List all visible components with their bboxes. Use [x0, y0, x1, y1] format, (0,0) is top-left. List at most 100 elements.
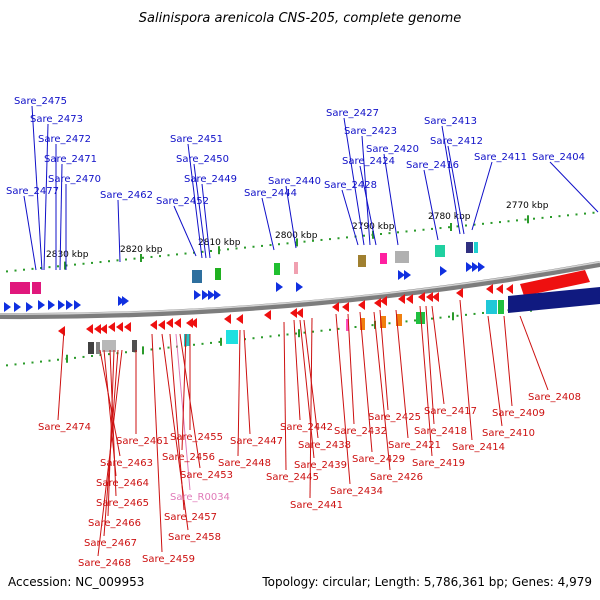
minor-tick: [23, 362, 25, 365]
gene-arrow: [58, 300, 65, 310]
minor-tick: [388, 322, 391, 325]
gene-arrow: [332, 302, 339, 312]
minor-tick: [82, 355, 85, 358]
gene-box: [396, 314, 402, 326]
minor-tick: [473, 312, 476, 315]
gene-arrow: [472, 262, 479, 272]
minor-tick: [397, 231, 399, 234]
label-leader-line: [343, 117, 365, 246]
gene-box: [32, 282, 41, 294]
minor-tick: [507, 220, 510, 223]
gene-arrow: [66, 300, 73, 310]
gene-arrow: [380, 296, 387, 306]
gene-arrow: [122, 296, 129, 306]
minor-tick: [490, 221, 493, 224]
minor-tick: [388, 232, 391, 235]
gene-label: Sare_2463: [100, 458, 153, 469]
gene-label: Sare_2439: [294, 460, 347, 471]
genome-summary-text: Topology: circular; Length: 5,786,361 bp…: [261, 575, 592, 589]
minor-tick: [448, 226, 450, 229]
minor-tick: [125, 351, 127, 354]
gene-arrow: [296, 308, 303, 318]
label-leader-line: [237, 329, 241, 457]
gene-arrow: [342, 302, 349, 312]
minor-tick: [91, 354, 93, 357]
gene-box: [380, 316, 386, 328]
minor-tick: [210, 250, 212, 252]
gene-label: Sare_2412: [430, 136, 483, 147]
minor-tick: [40, 360, 42, 363]
minor-tick: [456, 314, 459, 317]
gene-box: [360, 318, 365, 330]
minor-tick: [210, 341, 212, 344]
gene-label: Sare_2404: [532, 152, 585, 163]
label-leader-line: [151, 333, 163, 553]
minor-tick: [23, 268, 25, 271]
genome-backbone-highlight: [0, 261, 600, 315]
gene-arrow: [440, 266, 447, 276]
label-leader-line: [379, 309, 389, 411]
minor-tick: [329, 238, 331, 241]
minor-tick: [550, 216, 552, 218]
minor-tick: [125, 258, 127, 261]
label-leader-line: [425, 305, 435, 425]
minor-tick: [303, 331, 306, 334]
major-tick: [527, 215, 529, 224]
minor-tick: [184, 252, 187, 255]
minor-tick: [456, 225, 459, 228]
label-leader-line: [57, 329, 65, 421]
gene-label: Sare_2447: [230, 436, 283, 447]
minor-tick: [31, 361, 34, 364]
reverse-gene-labels: Sare_2474 Sare_2461 Sare_2463 Sare_2464 Sare…: [38, 299, 581, 569]
gene-arrow: [48, 300, 55, 310]
gene-arrow: [236, 314, 243, 324]
gene-box: [226, 330, 238, 344]
gene-box: [102, 340, 116, 352]
label-leader-line: [201, 183, 211, 259]
minor-tick: [116, 259, 119, 262]
minor-tick: [533, 217, 535, 220]
gene-arrow: [432, 292, 439, 302]
gene-arrow: [14, 302, 21, 312]
minor-tick: [278, 243, 280, 246]
minor-tick: [499, 221, 501, 224]
gene-label: Sare_2445: [266, 472, 319, 483]
gene-label: Sare_2452: [156, 196, 209, 207]
minor-tick: [74, 263, 76, 266]
gene-label: Sare_2429: [352, 454, 405, 465]
gene-label: Sare_2419: [412, 458, 465, 469]
label-leader-line: [261, 197, 275, 251]
gene-label: Sare_2414: [452, 442, 505, 453]
minor-tick: [558, 215, 561, 218]
gene-arrow: [100, 324, 107, 334]
minor-tick: [269, 335, 272, 338]
scale-label-2780: 2780 kbp: [428, 212, 471, 222]
gene-box-large: [508, 287, 600, 313]
minor-tick: [516, 219, 518, 222]
gene-box: [435, 245, 445, 257]
gene-label: Sare_2477: [6, 186, 59, 197]
gene-arrow: [496, 284, 503, 294]
gene-arrow: [358, 300, 365, 310]
gene-label: Sare_2475: [14, 96, 67, 107]
gene-arrow: [426, 292, 433, 302]
gene-arrow: [264, 310, 271, 320]
gene-arrow: [4, 302, 11, 312]
minor-tick: [227, 248, 229, 251]
label-leader-line: [335, 313, 351, 485]
gene-arrow: [108, 322, 115, 332]
gene-arrow: [276, 282, 283, 292]
minor-tick: [286, 333, 289, 336]
label-leader-line: [383, 153, 399, 246]
minor-tick: [584, 212, 586, 215]
gene-label: Sare_2441: [290, 500, 343, 511]
minor-tick: [74, 356, 76, 359]
minor-tick: [6, 270, 8, 273]
gene-label: Sare_2418: [414, 426, 467, 437]
gene-box: [486, 300, 497, 314]
minor-tick: [312, 239, 314, 242]
gene-label: Sare_2471: [44, 154, 97, 165]
gene-label: Sare_2409: [492, 408, 545, 419]
gene-arrow: [398, 270, 405, 280]
